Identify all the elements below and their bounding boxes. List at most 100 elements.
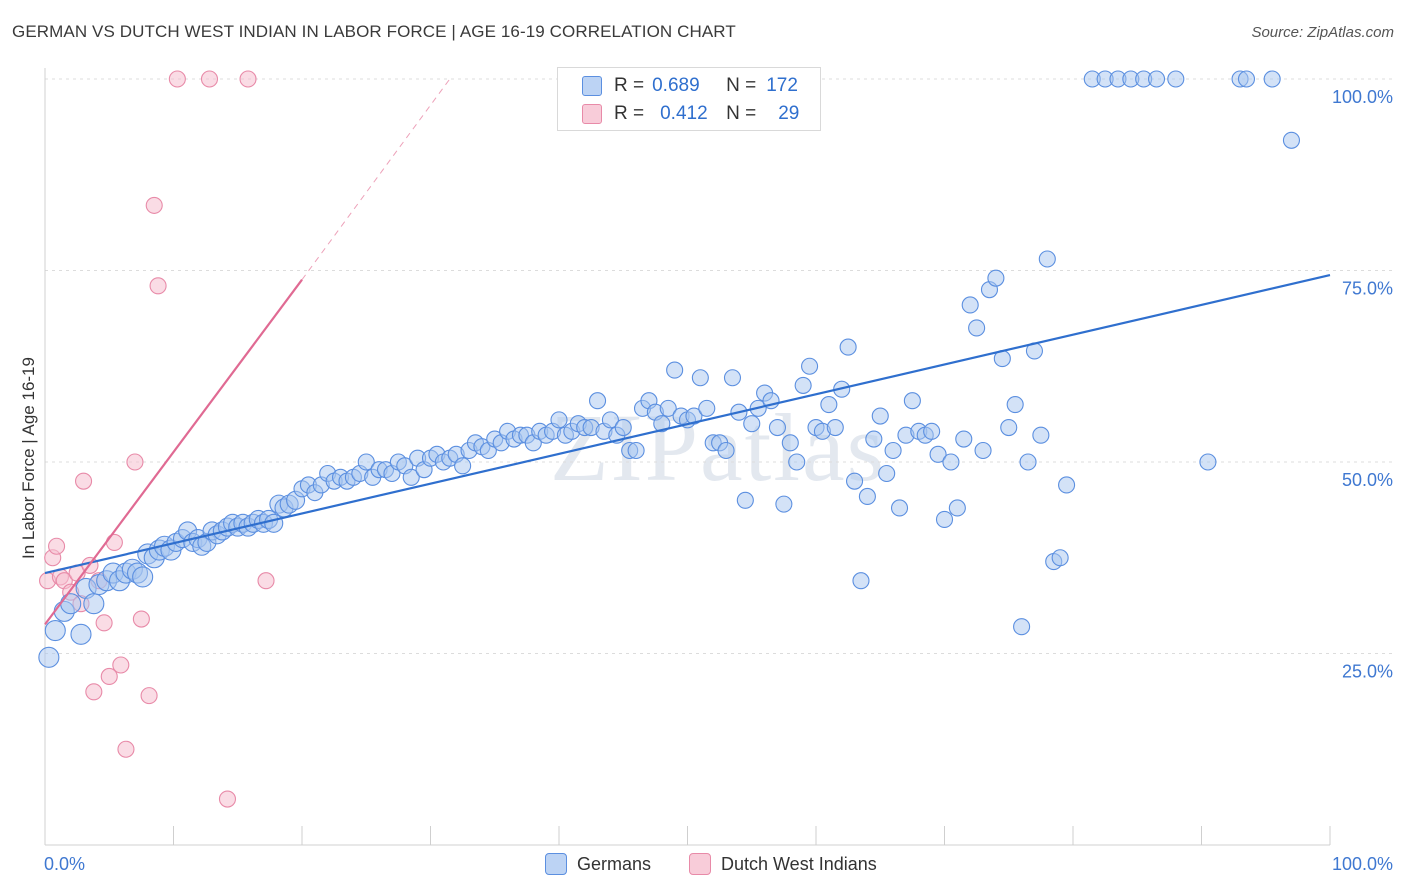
- german-point: [845, 472, 864, 490]
- german-points: [38, 70, 1300, 668]
- legend-n-value-german: 172: [766, 75, 798, 96]
- german-point: [1237, 70, 1256, 88]
- y-tick-label: 100.0%: [1332, 87, 1393, 107]
- y-axis-label: In Labor Force | Age 16-19: [19, 357, 38, 559]
- series-swatch-dutch: [689, 853, 711, 875]
- dutch-trend-extension: [301, 78, 451, 280]
- german-point: [801, 357, 819, 375]
- german-point: [884, 441, 902, 460]
- y-tick-label: 75.0%: [1342, 279, 1393, 299]
- dutch-point: [75, 472, 93, 490]
- german-point: [454, 457, 472, 475]
- german-point: [685, 407, 703, 425]
- x-tick-label-min: 0.0%: [44, 854, 85, 874]
- german-point: [1013, 618, 1031, 636]
- trend-lines: [44, 78, 1331, 626]
- german-point: [987, 269, 1005, 287]
- german-point: [60, 593, 82, 615]
- german-point: [1019, 453, 1037, 471]
- german-point: [768, 418, 787, 437]
- series-label-german: Germans: [577, 853, 652, 874]
- axes: [44, 68, 1331, 846]
- german-point: [948, 499, 966, 517]
- german-point: [865, 430, 883, 448]
- german-point: [1147, 70, 1166, 88]
- german-point: [1006, 395, 1024, 414]
- legend-r-value-german: 0.689: [652, 75, 700, 96]
- german-point: [691, 369, 709, 387]
- series-label-dutch: Dutch West Indians: [721, 853, 877, 874]
- series-legend-german: Germans: [545, 852, 651, 876]
- german-point: [1051, 549, 1069, 567]
- dutch-point: [239, 70, 257, 88]
- dutch-point: [112, 656, 130, 674]
- series-legend-dutch: Dutch West Indians: [689, 852, 877, 876]
- german-point: [1282, 131, 1300, 149]
- german-point: [775, 495, 793, 513]
- german-point: [83, 593, 105, 615]
- dutch-point: [140, 687, 158, 705]
- dutch-point: [95, 614, 113, 632]
- german-point: [402, 468, 420, 486]
- german-point: [614, 418, 632, 437]
- german-point: [70, 623, 92, 645]
- dutch-point: [168, 70, 186, 88]
- legend-n-value-dutch: 29: [778, 103, 800, 124]
- dutch-point: [149, 277, 167, 295]
- legend-r-label-dutch: R =: [614, 103, 645, 124]
- grid-lines: [45, 78, 1392, 654]
- legend-n-label-dutch: N =: [726, 103, 757, 124]
- german-point: [1199, 453, 1217, 471]
- german-point: [878, 464, 896, 483]
- dutch-point: [218, 790, 237, 808]
- german-point: [935, 510, 954, 529]
- german-point: [723, 369, 742, 387]
- german-trend-line: [44, 274, 1331, 575]
- german-point: [858, 487, 876, 506]
- x-tick-label-max: 100.0%: [1332, 854, 1393, 874]
- y-tick-label: 25.0%: [1342, 662, 1393, 682]
- german-point: [1038, 250, 1056, 268]
- german-point: [357, 453, 375, 471]
- german-point: [1032, 426, 1050, 444]
- german-point: [968, 319, 986, 337]
- source-label: Source: ZipAtlas.com: [1251, 24, 1394, 41]
- german-point: [955, 430, 973, 448]
- legend-swatch-dutch: [582, 104, 602, 124]
- german-point: [781, 434, 799, 452]
- german-point: [743, 415, 761, 433]
- legend-r-label-german: R =: [614, 75, 645, 96]
- german-point: [794, 376, 812, 394]
- y-tick-label: 50.0%: [1342, 470, 1393, 490]
- dutch-point: [48, 537, 66, 555]
- chart-title: GERMAN VS DUTCH WEST INDIAN IN LABOR FOR…: [12, 22, 736, 41]
- german-point: [264, 513, 284, 533]
- dutch-point: [132, 610, 150, 628]
- german-point: [852, 572, 870, 590]
- dutch-point: [126, 453, 144, 471]
- tick-labels: 25.0% 50.0% 75.0% 100.0% 0.0% 100.0%: [44, 87, 1393, 874]
- german-point: [903, 392, 921, 410]
- german-point: [38, 646, 60, 668]
- dutch-point: [200, 70, 219, 88]
- german-point: [132, 566, 154, 588]
- series-swatch-german: [545, 853, 567, 875]
- dutch-point: [145, 196, 163, 214]
- german-point: [666, 361, 684, 379]
- german-point: [820, 395, 838, 414]
- german-point: [942, 453, 960, 471]
- german-point: [826, 418, 844, 437]
- german-point: [961, 296, 979, 314]
- german-point: [601, 411, 619, 429]
- german-point: [44, 619, 66, 642]
- german-point: [788, 453, 806, 471]
- legend-row-german: R = 0.689 N = 172: [582, 74, 798, 98]
- german-point: [659, 399, 677, 417]
- german-point: [1167, 70, 1185, 88]
- german-point: [736, 491, 754, 509]
- dutch-point: [100, 667, 118, 686]
- dutch-point: [105, 533, 123, 551]
- legend-n-label-german: N =: [726, 75, 757, 96]
- german-point: [871, 407, 889, 425]
